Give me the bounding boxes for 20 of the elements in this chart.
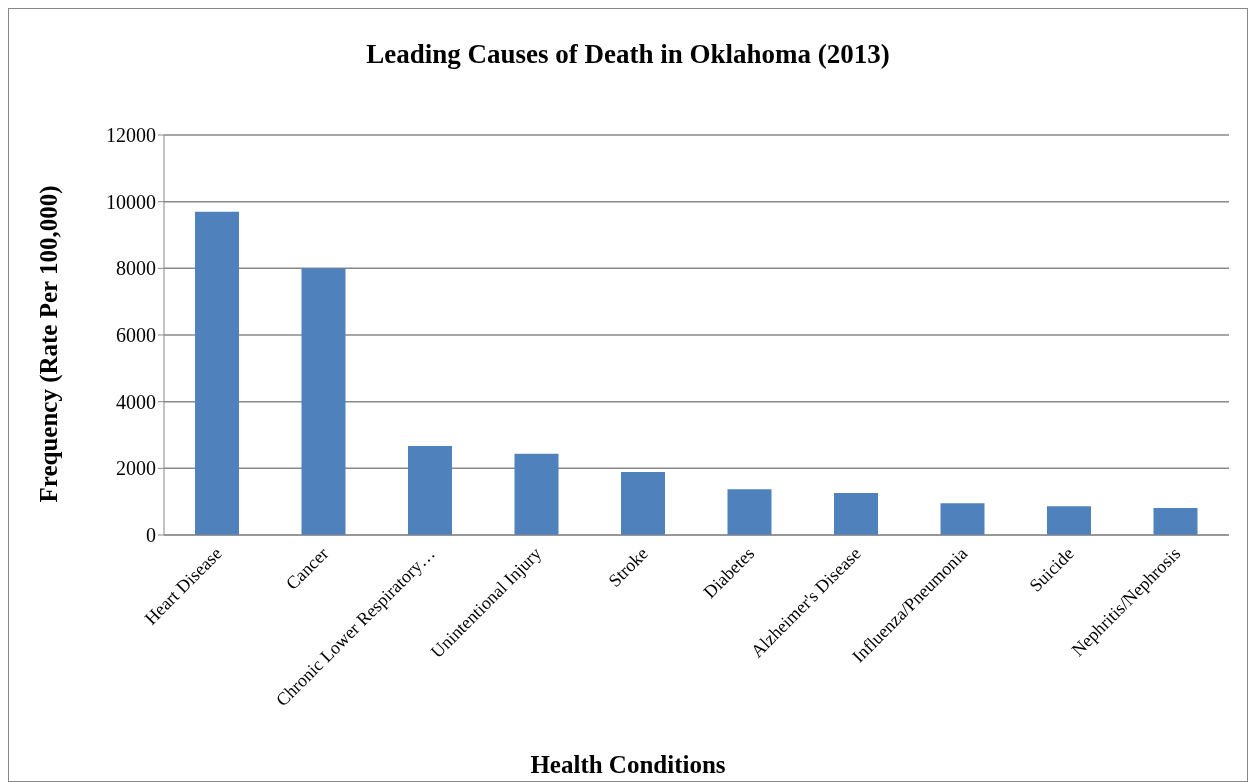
bar: [940, 503, 985, 535]
bar: [195, 211, 239, 535]
y-tick-label: 2000: [116, 457, 156, 480]
bar: [727, 489, 772, 535]
y-tick-label: 4000: [116, 390, 156, 413]
y-tick-label: 12000: [106, 124, 156, 147]
chart-title: Leading Causes of Death in Oklahoma (2013): [365, 39, 891, 70]
bar: [408, 446, 452, 535]
bar: [301, 268, 346, 535]
y-tick-label: 8000: [116, 257, 156, 280]
bar: [834, 493, 878, 535]
y-tick-label: 10000: [106, 190, 156, 213]
x-axis-title: Health Conditions: [529, 751, 727, 779]
bar: [1153, 508, 1198, 535]
bar: [1047, 506, 1091, 535]
y-tick-label: 0: [146, 524, 156, 547]
bar: [514, 453, 559, 535]
bar: [621, 472, 665, 535]
y-tick-label: 6000: [116, 324, 156, 347]
y-axis-title: Frequency (Rate Per 100,000): [35, 185, 63, 503]
